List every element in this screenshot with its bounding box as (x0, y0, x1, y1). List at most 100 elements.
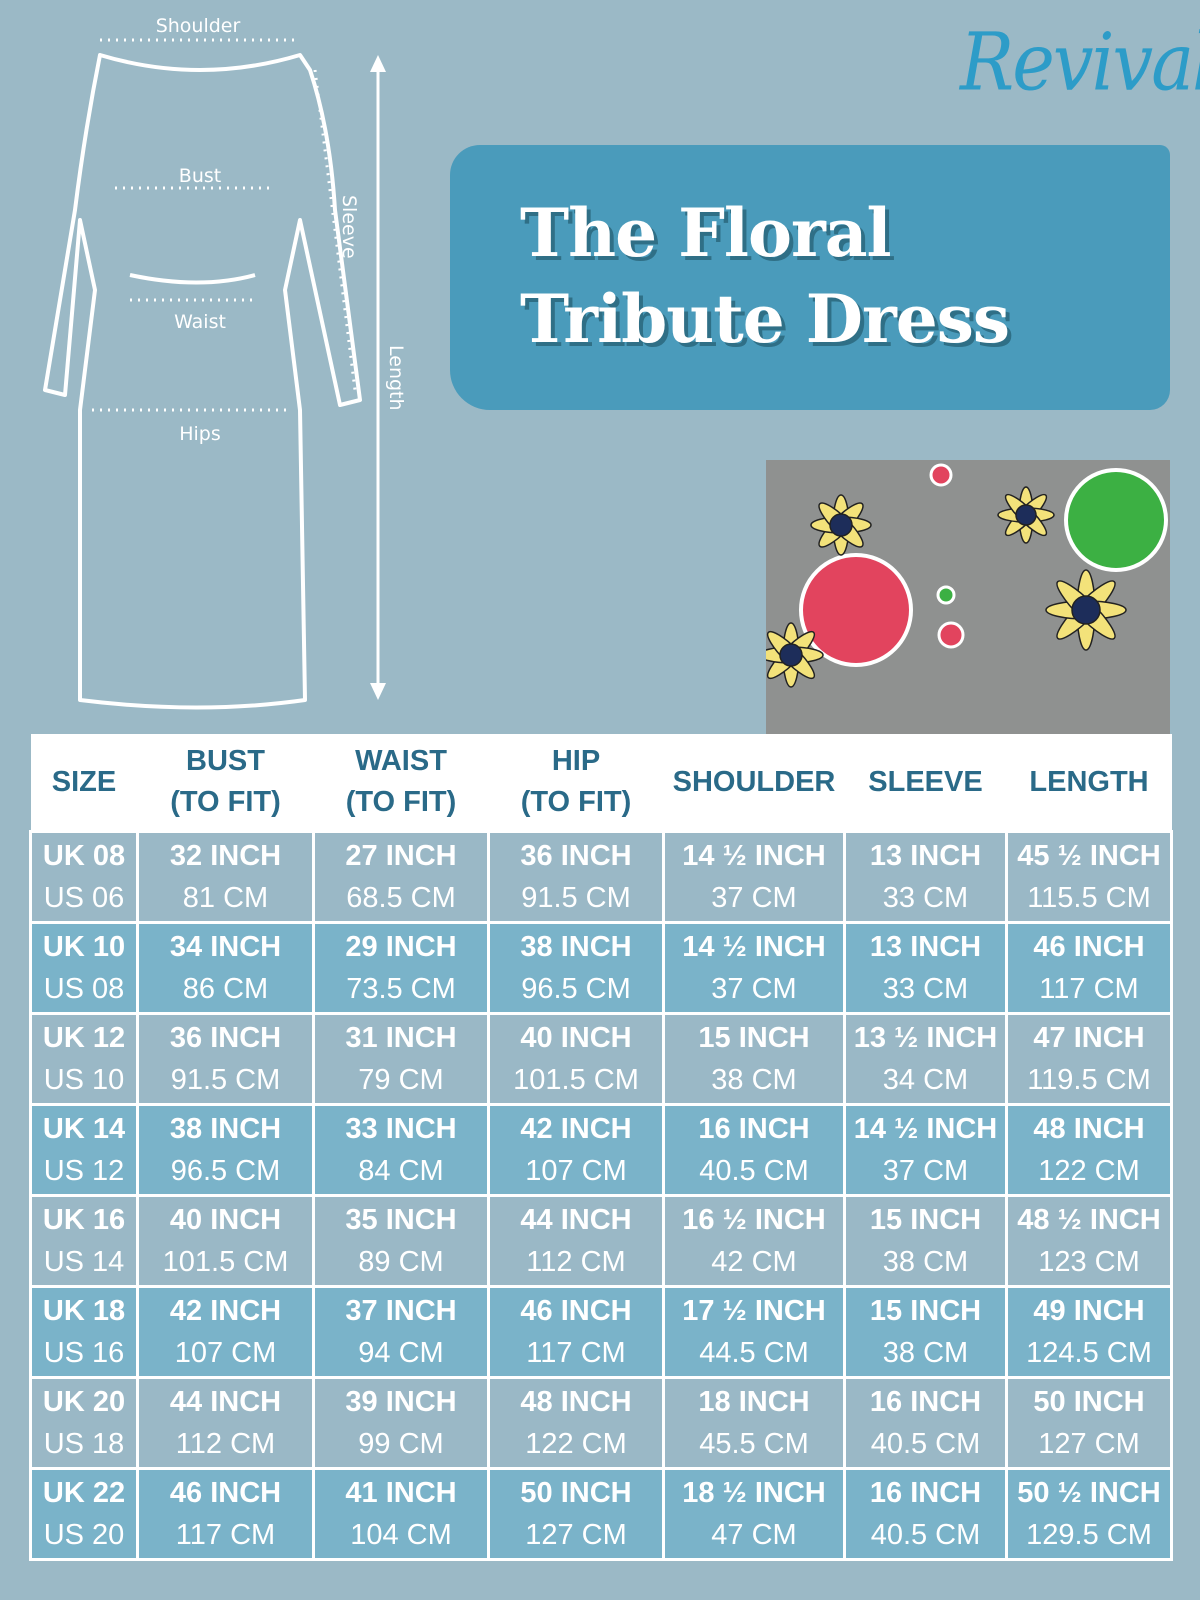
table-cell: 47 INCH 119.5 CM (1005, 1012, 1173, 1106)
column-header-line: (TO FIT) (345, 786, 457, 818)
primary-value: 50 ½ INCH (1017, 1477, 1161, 1509)
primary-value: 47 INCH (1033, 1022, 1145, 1054)
metric-value: 86 CM (182, 973, 269, 1005)
table-cell: 13 ½ INCH 34 CM (843, 1012, 1008, 1106)
metric-value: US 20 (43, 1519, 125, 1551)
table-cell: UK 16 US 14 (29, 1194, 139, 1288)
primary-value: 16 ½ INCH (682, 1204, 826, 1236)
table-cell: 46 INCH 117 CM (487, 1285, 665, 1379)
column-header-line: LENGTH (1029, 765, 1149, 798)
primary-value: UK 22 (42, 1477, 126, 1509)
primary-value: 14 ½ INCH (682, 931, 826, 963)
metric-value: 107 CM (525, 1155, 627, 1187)
metric-value: 107 CM (174, 1337, 277, 1369)
primary-value: UK 18 (42, 1295, 126, 1327)
table-cell: 16 ½ INCH 42 CM (662, 1194, 846, 1288)
dress-measurement-diagram: Shoulder Bust Waist Hips Sleeve Length (43, 15, 407, 710)
table-cell: 16 INCH 40.5 CM (843, 1467, 1008, 1561)
primary-value: 17 ½ INCH (682, 1295, 826, 1327)
primary-value: 42 INCH (169, 1295, 282, 1327)
table-cell: 18 ½ INCH 47 CM (662, 1467, 846, 1561)
table-cell: 15 INCH 38 CM (843, 1194, 1008, 1288)
metric-value: 47 CM (711, 1519, 797, 1551)
metric-value: 79 CM (358, 1064, 444, 1096)
table-cell: 48 ½ INCH 123 CM (1005, 1194, 1173, 1288)
title-line-1: The Floral (520, 194, 892, 272)
table-cell: 18 INCH 45.5 CM (662, 1376, 846, 1470)
primary-value: 50 INCH (1033, 1386, 1145, 1418)
column-header-line: BUST (186, 745, 265, 777)
table-cell: 38 INCH 96.5 CM (487, 921, 665, 1015)
primary-value: 16 INCH (698, 1113, 810, 1145)
table-cell: 17 ½ INCH 44.5 CM (662, 1285, 846, 1379)
metric-value: US 06 (43, 882, 125, 914)
metric-value: 122 CM (1038, 1155, 1140, 1187)
column-header: SHOULDER (663, 734, 845, 832)
primary-value: 46 INCH (1033, 931, 1145, 963)
table-cell: UK 10 US 08 (29, 921, 139, 1015)
primary-value: UK 14 (42, 1113, 126, 1145)
column-header-line: SIZE (51, 765, 117, 798)
label-length: Length (385, 345, 407, 411)
table-cell: 41 INCH 104 CM (312, 1467, 490, 1561)
metric-value: 99 CM (358, 1428, 444, 1460)
table-cell: 46 INCH 117 CM (136, 1467, 315, 1561)
metric-value: 38 CM (882, 1246, 969, 1278)
table-cell: 50 INCH 127 CM (1005, 1376, 1173, 1470)
table-cell: 50 INCH 127 CM (487, 1467, 665, 1561)
metric-value: US 18 (43, 1428, 125, 1460)
primary-value: 45 ½ INCH (1017, 840, 1161, 872)
table-cell: UK 08 US 06 (29, 830, 139, 924)
dress-outline (43, 53, 362, 710)
metric-value: 129.5 CM (1026, 1519, 1152, 1551)
table-cell: 14 ½ INCH 37 CM (662, 830, 846, 924)
table-cell: 36 INCH 91.5 CM (136, 1012, 315, 1106)
primary-value: 33 INCH (345, 1113, 457, 1145)
metric-value: 91.5 CM (521, 882, 631, 914)
metric-value: 117 CM (1039, 973, 1139, 1005)
size-chart-table: SIZE BUST (TO FIT) WAIST (TO FIT) HIP (TO FIT)… (29, 734, 1173, 1561)
table-cell: 14 ½ INCH 37 CM (662, 921, 846, 1015)
metric-value: 117 CM (175, 1519, 276, 1551)
table-cell: 45 ½ INCH 115.5 CM (1005, 830, 1173, 924)
primary-value: 48 INCH (1033, 1113, 1145, 1145)
metric-value: US 16 (43, 1337, 125, 1369)
column-header: WAIST (TO FIT) (313, 734, 489, 832)
metric-value: 73.5 CM (346, 973, 456, 1005)
table-cell: 15 INCH 38 CM (662, 1012, 846, 1106)
primary-value: 13 INCH (869, 931, 982, 963)
column-header-line: (TO FIT) (520, 786, 632, 818)
column-header-line: SLEEVE (868, 765, 983, 798)
metric-value: 124.5 CM (1026, 1337, 1152, 1369)
primary-value: 48 INCH (520, 1386, 632, 1418)
label-hips: Hips (179, 423, 221, 445)
metric-value: 81 CM (182, 882, 269, 914)
primary-value: 32 INCH (169, 840, 282, 872)
column-header-line: WAIST (355, 745, 447, 777)
table-cell: 50 ½ INCH 129.5 CM (1005, 1467, 1173, 1561)
title-banner (450, 145, 1170, 410)
title-line-2: Tribute Dress (520, 280, 1010, 358)
metric-value: 40.5 CM (699, 1155, 809, 1187)
metric-value: 33 CM (882, 882, 969, 914)
primary-value: 18 INCH (698, 1386, 810, 1418)
table-cell: 44 INCH 112 CM (136, 1376, 315, 1470)
primary-value: 34 INCH (169, 931, 282, 963)
table-row: UK 08 US 06 32 INCH 81 CM 27 INCH 68.5 CM 36 I… (29, 830, 1173, 924)
metric-value: US 14 (43, 1246, 125, 1278)
table-cell: 15 INCH 38 CM (843, 1285, 1008, 1379)
primary-value: 46 INCH (520, 1295, 632, 1327)
metric-value: 112 CM (526, 1246, 626, 1278)
table-cell: 14 ½ INCH 37 CM (843, 1103, 1008, 1197)
table-cell: 13 INCH 33 CM (843, 921, 1008, 1015)
primary-value: 40 INCH (520, 1022, 632, 1054)
primary-value: 35 INCH (345, 1204, 457, 1236)
table-cell: 33 INCH 84 CM (312, 1103, 490, 1197)
primary-value: 38 INCH (169, 1113, 282, 1145)
metric-value: 119.5 CM (1027, 1064, 1151, 1096)
table-cell: 48 INCH 122 CM (1005, 1103, 1173, 1197)
primary-value: UK 16 (42, 1204, 126, 1236)
metric-value: 122 CM (525, 1428, 627, 1460)
table-cell: 31 INCH 79 CM (312, 1012, 490, 1106)
table-cell: 35 INCH 89 CM (312, 1194, 490, 1288)
